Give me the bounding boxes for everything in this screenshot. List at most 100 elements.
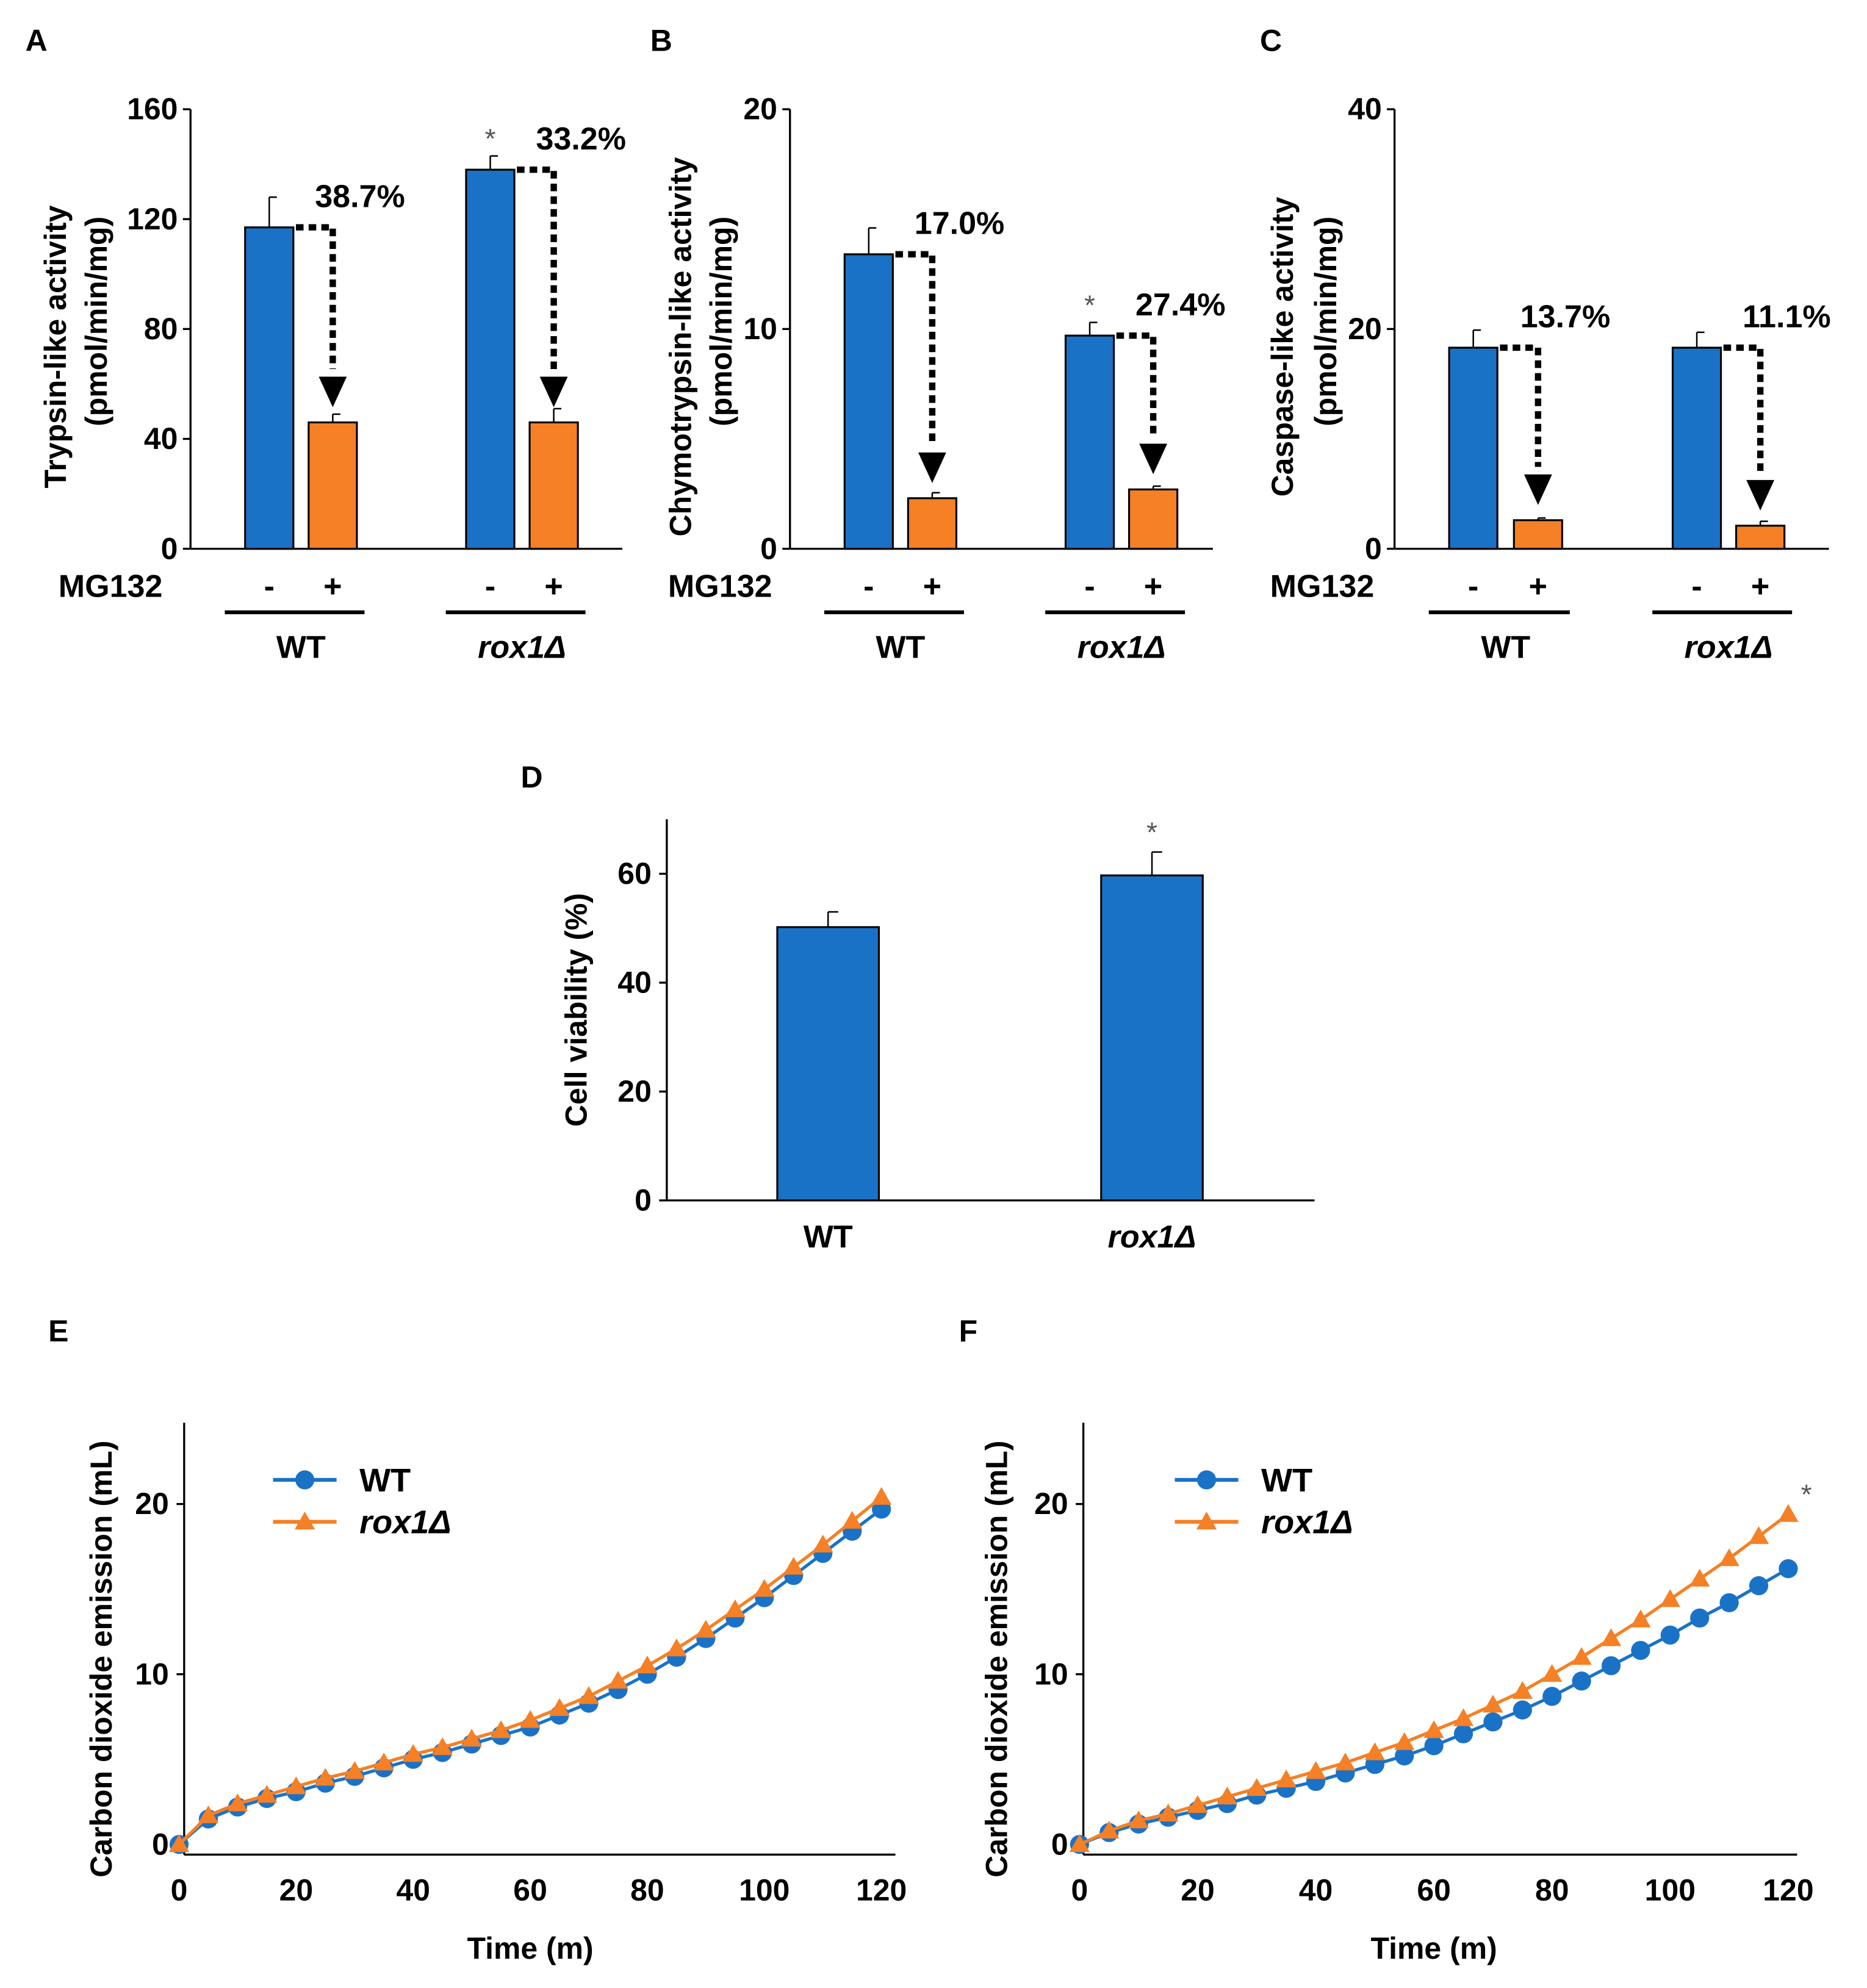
data-point [315, 1768, 336, 1786]
bar-mg132 [528, 421, 579, 550]
y-axis-subtitle: (pmol/min/mg) [1309, 217, 1343, 426]
y-tick-label: 0 [1051, 1827, 1068, 1861]
reduction-arrow-head [918, 452, 946, 483]
y-tick-label: 40 [144, 422, 178, 456]
series-line [1079, 1567, 1790, 1846]
panel-label: F [959, 1314, 978, 1348]
category-label: WT [804, 1219, 853, 1255]
data-point [1689, 1568, 1710, 1587]
x-tick-label: 0 [171, 1873, 188, 1907]
bar-untreated [1064, 334, 1115, 550]
data-point [286, 1776, 307, 1795]
data-point [1424, 1736, 1444, 1756]
data-point [1660, 1625, 1680, 1645]
panel-c: C 0 20 40 Caspase-like activity (pmol/min/mg)… [1260, 23, 1831, 665]
bar-mg132 [1513, 519, 1563, 550]
bar-mg132 [1735, 525, 1786, 550]
data-point [1631, 1640, 1650, 1660]
reduction-arrow-line [1500, 344, 1542, 467]
y-axis-title: Carbon dioxide emission (mL) [84, 1441, 118, 1878]
bar-untreated [244, 226, 295, 550]
reduction-arrow-head [1523, 474, 1552, 505]
y-tick-label: 20 [1034, 1487, 1068, 1521]
data-point [1246, 1778, 1267, 1796]
reduction-arrow-head [539, 376, 568, 407]
data-point [1453, 1708, 1474, 1726]
bar [1100, 874, 1204, 1202]
y-tick-label: 60 [617, 856, 652, 891]
data-point [666, 1638, 687, 1657]
data-point [1276, 1769, 1297, 1788]
data-point [1630, 1609, 1651, 1627]
bar-mg132 [1128, 488, 1179, 550]
x-tick-label: 20 [1181, 1873, 1215, 1907]
reduction-arrow-line [895, 251, 936, 445]
treatment-sign: + [323, 569, 342, 605]
treatment-label: MG132 [668, 569, 772, 605]
y-tick-label: 40 [617, 966, 652, 1000]
data-point [1690, 1608, 1710, 1628]
panel-label: A [26, 23, 48, 57]
y-tick-label: 160 [127, 92, 178, 126]
data-point [842, 1510, 863, 1529]
x-tick-label: 60 [1417, 1873, 1451, 1907]
data-point [1423, 1720, 1444, 1739]
group-label: WT [276, 630, 326, 666]
bar-untreated [843, 253, 894, 550]
bar-mg132 [308, 421, 358, 550]
legend-marker [1196, 1470, 1217, 1490]
data-point [1335, 1753, 1356, 1771]
panel-b: B 0 10 20 Chymotrypsin-like activity (pmol/mi… [650, 23, 1226, 665]
group-label: WT [1481, 630, 1530, 666]
reduction-label: 38.7% [315, 179, 405, 214]
treatment-sign: + [923, 569, 941, 605]
data-point [1217, 1786, 1238, 1805]
data-point [1778, 1504, 1799, 1522]
reduction-arrow-head [1139, 443, 1168, 475]
data-point [813, 1534, 833, 1553]
x-axis-title: Time (m) [1371, 1931, 1497, 1965]
panel-f: F 0 10 20 0 20 40 60 80 100 120 Time (m) Carbon diox… [959, 1314, 1814, 1965]
series-line [1079, 1513, 1790, 1846]
treatment-label: MG132 [1270, 569, 1375, 605]
y-tick-label: 0 [161, 531, 178, 565]
reduction-label: 13.7% [1520, 300, 1611, 335]
reduction-arrow-line [1116, 332, 1157, 436]
legend-label: rox1Δ [1261, 1504, 1353, 1540]
x-tick-label: 80 [630, 1873, 664, 1907]
bar [776, 926, 880, 1202]
panel-label: E [48, 1314, 68, 1348]
data-point [1660, 1589, 1680, 1607]
data-point [578, 1686, 599, 1704]
treatment-sign: + [1529, 569, 1547, 605]
y-tick-label: 20 [617, 1074, 652, 1108]
treatment-sign: + [544, 569, 563, 605]
y-axis-title: Chymotrypsin-like activity [663, 157, 697, 536]
y-axis-title: Cell viability (%) [559, 893, 594, 1127]
treatment-sign: + [1144, 569, 1162, 605]
group-label: WT [876, 630, 925, 666]
reduction-arrow-line [517, 166, 557, 369]
y-tick-label: 0 [635, 1183, 652, 1218]
y-axis-subtitle: (pmol/min/mg) [704, 217, 738, 426]
x-tick-label: 40 [396, 1873, 430, 1907]
reduction-label: 11.1% [1743, 300, 1831, 335]
treatment-sign: + [1751, 569, 1769, 605]
data-point [491, 1720, 511, 1739]
treatment-sign: - [264, 569, 275, 605]
legend-label: WT [1261, 1462, 1312, 1499]
reduction-arrow-head [1746, 479, 1775, 511]
significance-mark: * [485, 123, 496, 154]
group-label: rox1Δ [1077, 630, 1166, 666]
data-point [608, 1671, 628, 1689]
legend-label: WT [359, 1462, 411, 1499]
data-point [1157, 1803, 1179, 1821]
y-tick-label: 120 [127, 202, 178, 236]
reduction-arrow-head [318, 376, 347, 407]
x-axis-title: Time (m) [467, 1931, 593, 1965]
reduction-label: 27.4% [1135, 287, 1226, 323]
data-point [520, 1710, 541, 1728]
category-label: rox1Δ [1108, 1219, 1196, 1255]
y-tick-label: 40 [1348, 92, 1382, 126]
x-tick-label: 60 [513, 1873, 547, 1907]
